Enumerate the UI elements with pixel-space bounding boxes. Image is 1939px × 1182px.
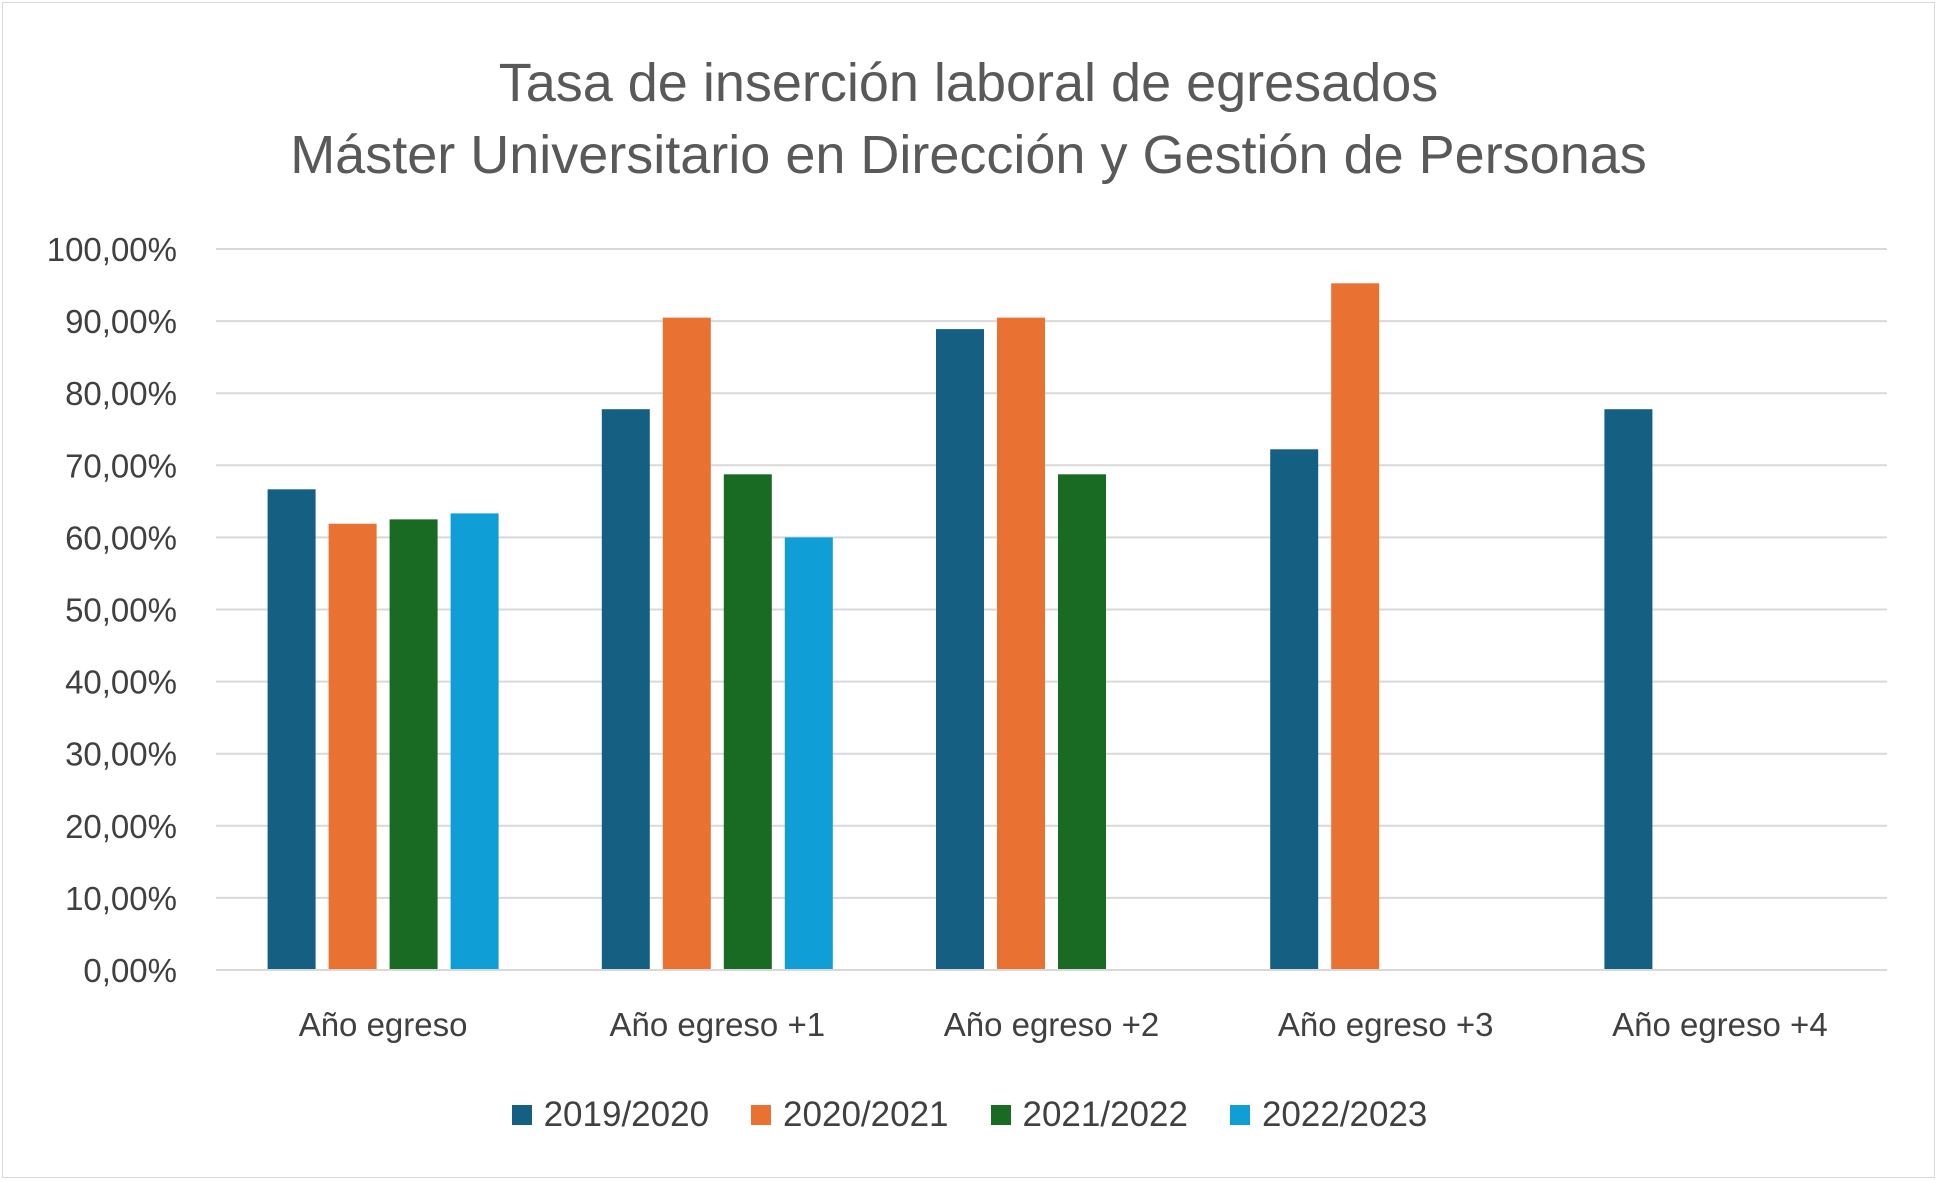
- legend-item: 2019/2020: [511, 1095, 710, 1135]
- bar-2020-2021-4: [1331, 283, 1380, 971]
- bar-2022-2023-2: [784, 537, 833, 970]
- y-tick-label: 70,00%: [65, 447, 177, 484]
- legend-swatch: [511, 1105, 532, 1125]
- bar-2021-2022-2: [723, 474, 772, 970]
- y-tick-label: 50,00%: [65, 592, 177, 629]
- bar-2019-2020-1: [267, 489, 316, 970]
- chart-subtitle-line: Máster Universitario en Dirección y Gest…: [290, 125, 1647, 185]
- chart-title: Tasa de inserción laboral de egresados M…: [3, 47, 1934, 191]
- bar-2022-2023-1: [450, 513, 499, 970]
- y-tick-label: 100,00%: [47, 231, 177, 268]
- y-tick-label: 20,00%: [65, 808, 177, 845]
- y-tick-label: 30,00%: [65, 736, 177, 773]
- legend-item: 2020/2021: [751, 1095, 949, 1135]
- y-tick-label: 80,00%: [65, 375, 177, 412]
- legend-swatch: [1229, 1105, 1250, 1125]
- bar-2019-2020-5: [1604, 409, 1653, 971]
- bar-2021-2022-1: [389, 519, 438, 970]
- legend-item: 2022/2023: [1229, 1095, 1428, 1135]
- legend-label: 2019/2020: [543, 1095, 710, 1134]
- x-tick-label: Año egreso: [299, 1006, 468, 1043]
- legend-label: 2021/2022: [1022, 1095, 1188, 1134]
- y-tick-label: 40,00%: [65, 664, 177, 701]
- bar-2019-2020-4: [1270, 449, 1319, 970]
- x-tick-label: Año egreso +4: [1612, 1006, 1828, 1043]
- bar-2021-2022-3: [1058, 474, 1106, 970]
- legend-item: 2021/2022: [990, 1095, 1188, 1135]
- x-tick-label: Año egreso +2: [944, 1006, 1160, 1043]
- y-tick-label: 60,00%: [65, 519, 177, 556]
- x-tick-label: Año egreso +3: [1278, 1006, 1494, 1043]
- y-tick-label: 0,00%: [83, 952, 177, 989]
- chart-title-line: Tasa de inserción laboral de egresados: [498, 53, 1439, 113]
- bar-2019-2020-3: [936, 329, 984, 970]
- y-tick-label: 90,00%: [65, 303, 177, 340]
- x-tick-label: Año egreso +1: [610, 1006, 826, 1043]
- legend: 2019/2020 2020/2021 2021/2022 2022/2023: [0, 1085, 1939, 1145]
- y-tick-label: 10,00%: [65, 880, 177, 917]
- bar-2020-2021-2: [662, 317, 711, 971]
- legend-swatch: [990, 1105, 1011, 1125]
- legend-label: 2022/2023: [1261, 1095, 1428, 1134]
- bar-2019-2020-2: [601, 409, 650, 971]
- bar-2020-2021-3: [997, 317, 1045, 971]
- legend-label: 2020/2021: [783, 1095, 949, 1134]
- bar-2020-2021-1: [328, 523, 377, 970]
- legend-swatch: [751, 1105, 772, 1125]
